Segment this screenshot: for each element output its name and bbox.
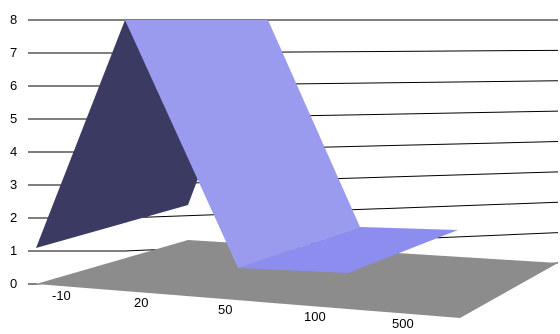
x-tick-label: -10 xyxy=(52,288,71,303)
floor-plane xyxy=(36,240,558,318)
y-tick-label: 0 xyxy=(10,276,17,291)
surface-valley xyxy=(238,227,458,273)
surface xyxy=(36,20,458,273)
surface-slope xyxy=(125,20,360,268)
x-tick-label: 20 xyxy=(134,295,148,310)
y-axis: 0 1 2 3 4 5 6 7 8 xyxy=(10,12,36,291)
y-tick-label: 7 xyxy=(10,45,17,60)
x-axis: -10 20 50 100 500 xyxy=(52,288,414,331)
y-tick-label: 6 xyxy=(10,78,17,93)
y-tick-label: 3 xyxy=(10,177,17,192)
y-tick-label: 8 xyxy=(10,12,17,27)
y-tick-label: 2 xyxy=(10,210,17,225)
y-tick-label: 5 xyxy=(10,111,17,126)
y-tick-label: 4 xyxy=(10,144,17,159)
surface-side xyxy=(36,20,200,248)
y-tick-label: 1 xyxy=(10,243,17,258)
x-tick-label: 500 xyxy=(392,316,414,331)
x-tick-label: 100 xyxy=(304,309,326,324)
gridline xyxy=(124,171,559,186)
x-tick-label: 50 xyxy=(218,302,232,317)
